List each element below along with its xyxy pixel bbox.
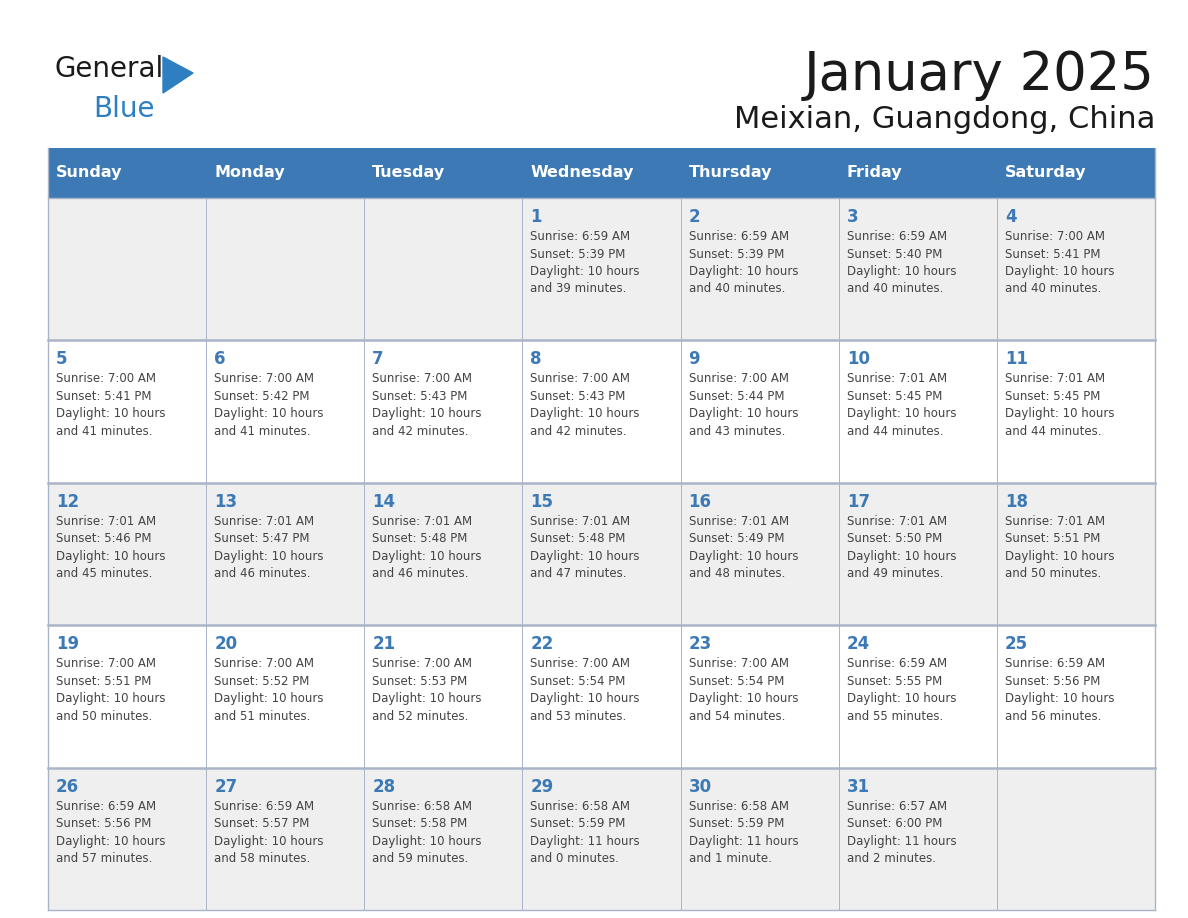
Text: Saturday: Saturday xyxy=(1005,165,1086,181)
Text: Sunrise: 6:59 AM
Sunset: 5:57 PM
Daylight: 10 hours
and 58 minutes.: Sunrise: 6:59 AM Sunset: 5:57 PM Dayligh… xyxy=(214,800,323,865)
Text: Sunrise: 7:00 AM
Sunset: 5:41 PM
Daylight: 10 hours
and 40 minutes.: Sunrise: 7:00 AM Sunset: 5:41 PM Dayligh… xyxy=(1005,230,1114,296)
Text: Meixian, Guangdong, China: Meixian, Guangdong, China xyxy=(734,106,1155,135)
Text: Sunrise: 7:01 AM
Sunset: 5:47 PM
Daylight: 10 hours
and 46 minutes.: Sunrise: 7:01 AM Sunset: 5:47 PM Dayligh… xyxy=(214,515,323,580)
Text: 26: 26 xyxy=(56,778,80,796)
Polygon shape xyxy=(163,57,192,93)
Text: Wednesday: Wednesday xyxy=(530,165,634,181)
Text: Sunrise: 6:58 AM
Sunset: 5:59 PM
Daylight: 11 hours
and 0 minutes.: Sunrise: 6:58 AM Sunset: 5:59 PM Dayligh… xyxy=(530,800,640,865)
Text: Sunrise: 7:00 AM
Sunset: 5:54 PM
Daylight: 10 hours
and 54 minutes.: Sunrise: 7:00 AM Sunset: 5:54 PM Dayligh… xyxy=(689,657,798,722)
Text: 22: 22 xyxy=(530,635,554,654)
Text: Sunrise: 7:01 AM
Sunset: 5:51 PM
Daylight: 10 hours
and 50 minutes.: Sunrise: 7:01 AM Sunset: 5:51 PM Dayligh… xyxy=(1005,515,1114,580)
Text: Sunrise: 6:58 AM
Sunset: 5:58 PM
Daylight: 10 hours
and 59 minutes.: Sunrise: 6:58 AM Sunset: 5:58 PM Dayligh… xyxy=(372,800,482,865)
Text: 14: 14 xyxy=(372,493,396,510)
Text: 1: 1 xyxy=(530,208,542,226)
Text: 5: 5 xyxy=(56,351,68,368)
Text: Tuesday: Tuesday xyxy=(372,165,446,181)
Text: 17: 17 xyxy=(847,493,870,510)
Text: Sunrise: 7:01 AM
Sunset: 5:48 PM
Daylight: 10 hours
and 46 minutes.: Sunrise: 7:01 AM Sunset: 5:48 PM Dayligh… xyxy=(372,515,482,580)
Text: Sunrise: 7:00 AM
Sunset: 5:53 PM
Daylight: 10 hours
and 52 minutes.: Sunrise: 7:00 AM Sunset: 5:53 PM Dayligh… xyxy=(372,657,482,722)
Text: Thursday: Thursday xyxy=(689,165,772,181)
Text: 29: 29 xyxy=(530,778,554,796)
Text: Sunrise: 7:00 AM
Sunset: 5:51 PM
Daylight: 10 hours
and 50 minutes.: Sunrise: 7:00 AM Sunset: 5:51 PM Dayligh… xyxy=(56,657,165,722)
Text: Sunrise: 6:59 AM
Sunset: 5:56 PM
Daylight: 10 hours
and 56 minutes.: Sunrise: 6:59 AM Sunset: 5:56 PM Dayligh… xyxy=(1005,657,1114,722)
Text: Sunrise: 6:59 AM
Sunset: 5:39 PM
Daylight: 10 hours
and 40 minutes.: Sunrise: 6:59 AM Sunset: 5:39 PM Dayligh… xyxy=(689,230,798,296)
Bar xyxy=(48,483,1155,625)
Text: Sunrise: 7:01 AM
Sunset: 5:46 PM
Daylight: 10 hours
and 45 minutes.: Sunrise: 7:01 AM Sunset: 5:46 PM Dayligh… xyxy=(56,515,165,580)
Text: Sunrise: 7:01 AM
Sunset: 5:48 PM
Daylight: 10 hours
and 47 minutes.: Sunrise: 7:01 AM Sunset: 5:48 PM Dayligh… xyxy=(530,515,640,580)
Bar xyxy=(48,625,1155,767)
Bar xyxy=(48,198,1155,341)
Text: 15: 15 xyxy=(530,493,554,510)
Text: January 2025: January 2025 xyxy=(804,49,1155,101)
Bar xyxy=(48,341,1155,483)
Text: 18: 18 xyxy=(1005,493,1028,510)
Text: 12: 12 xyxy=(56,493,80,510)
Text: 16: 16 xyxy=(689,493,712,510)
Text: Sunrise: 6:58 AM
Sunset: 5:59 PM
Daylight: 11 hours
and 1 minute.: Sunrise: 6:58 AM Sunset: 5:59 PM Dayligh… xyxy=(689,800,798,865)
Text: 24: 24 xyxy=(847,635,870,654)
Bar xyxy=(48,767,1155,910)
Text: Sunrise: 7:00 AM
Sunset: 5:42 PM
Daylight: 10 hours
and 41 minutes.: Sunrise: 7:00 AM Sunset: 5:42 PM Dayligh… xyxy=(214,373,323,438)
Text: Sunrise: 7:01 AM
Sunset: 5:49 PM
Daylight: 10 hours
and 48 minutes.: Sunrise: 7:01 AM Sunset: 5:49 PM Dayligh… xyxy=(689,515,798,580)
Text: Sunrise: 7:00 AM
Sunset: 5:54 PM
Daylight: 10 hours
and 53 minutes.: Sunrise: 7:00 AM Sunset: 5:54 PM Dayligh… xyxy=(530,657,640,722)
Text: 31: 31 xyxy=(847,778,870,796)
Text: 6: 6 xyxy=(214,351,226,368)
Text: 3: 3 xyxy=(847,208,859,226)
Text: Sunrise: 7:00 AM
Sunset: 5:44 PM
Daylight: 10 hours
and 43 minutes.: Sunrise: 7:00 AM Sunset: 5:44 PM Dayligh… xyxy=(689,373,798,438)
Text: 10: 10 xyxy=(847,351,870,368)
Text: Sunrise: 7:00 AM
Sunset: 5:43 PM
Daylight: 10 hours
and 42 minutes.: Sunrise: 7:00 AM Sunset: 5:43 PM Dayligh… xyxy=(372,373,482,438)
Text: 27: 27 xyxy=(214,778,238,796)
Text: General: General xyxy=(55,55,164,83)
Text: Sunday: Sunday xyxy=(56,165,122,181)
Bar xyxy=(48,148,1155,198)
Text: Sunrise: 6:59 AM
Sunset: 5:56 PM
Daylight: 10 hours
and 57 minutes.: Sunrise: 6:59 AM Sunset: 5:56 PM Dayligh… xyxy=(56,800,165,865)
Text: 23: 23 xyxy=(689,635,712,654)
Text: Sunrise: 7:00 AM
Sunset: 5:52 PM
Daylight: 10 hours
and 51 minutes.: Sunrise: 7:00 AM Sunset: 5:52 PM Dayligh… xyxy=(214,657,323,722)
Text: Sunrise: 7:01 AM
Sunset: 5:45 PM
Daylight: 10 hours
and 44 minutes.: Sunrise: 7:01 AM Sunset: 5:45 PM Dayligh… xyxy=(1005,373,1114,438)
Text: Monday: Monday xyxy=(214,165,285,181)
Text: 2: 2 xyxy=(689,208,700,226)
Text: Sunrise: 6:57 AM
Sunset: 6:00 PM
Daylight: 11 hours
and 2 minutes.: Sunrise: 6:57 AM Sunset: 6:00 PM Dayligh… xyxy=(847,800,956,865)
Text: Sunrise: 6:59 AM
Sunset: 5:55 PM
Daylight: 10 hours
and 55 minutes.: Sunrise: 6:59 AM Sunset: 5:55 PM Dayligh… xyxy=(847,657,956,722)
Text: Sunrise: 6:59 AM
Sunset: 5:39 PM
Daylight: 10 hours
and 39 minutes.: Sunrise: 6:59 AM Sunset: 5:39 PM Dayligh… xyxy=(530,230,640,296)
Text: 19: 19 xyxy=(56,635,80,654)
Text: Sunrise: 7:01 AM
Sunset: 5:45 PM
Daylight: 10 hours
and 44 minutes.: Sunrise: 7:01 AM Sunset: 5:45 PM Dayligh… xyxy=(847,373,956,438)
Text: 30: 30 xyxy=(689,778,712,796)
Text: Sunrise: 6:59 AM
Sunset: 5:40 PM
Daylight: 10 hours
and 40 minutes.: Sunrise: 6:59 AM Sunset: 5:40 PM Dayligh… xyxy=(847,230,956,296)
Text: Sunrise: 7:00 AM
Sunset: 5:43 PM
Daylight: 10 hours
and 42 minutes.: Sunrise: 7:00 AM Sunset: 5:43 PM Dayligh… xyxy=(530,373,640,438)
Text: Sunrise: 7:00 AM
Sunset: 5:41 PM
Daylight: 10 hours
and 41 minutes.: Sunrise: 7:00 AM Sunset: 5:41 PM Dayligh… xyxy=(56,373,165,438)
Text: Friday: Friday xyxy=(847,165,903,181)
Text: 21: 21 xyxy=(372,635,396,654)
Text: Blue: Blue xyxy=(93,95,154,123)
Text: 25: 25 xyxy=(1005,635,1028,654)
Text: 4: 4 xyxy=(1005,208,1017,226)
Text: 20: 20 xyxy=(214,635,238,654)
Text: 13: 13 xyxy=(214,493,238,510)
Text: 7: 7 xyxy=(372,351,384,368)
Text: 9: 9 xyxy=(689,351,700,368)
Text: 11: 11 xyxy=(1005,351,1028,368)
Text: 28: 28 xyxy=(372,778,396,796)
Text: 8: 8 xyxy=(530,351,542,368)
Text: Sunrise: 7:01 AM
Sunset: 5:50 PM
Daylight: 10 hours
and 49 minutes.: Sunrise: 7:01 AM Sunset: 5:50 PM Dayligh… xyxy=(847,515,956,580)
